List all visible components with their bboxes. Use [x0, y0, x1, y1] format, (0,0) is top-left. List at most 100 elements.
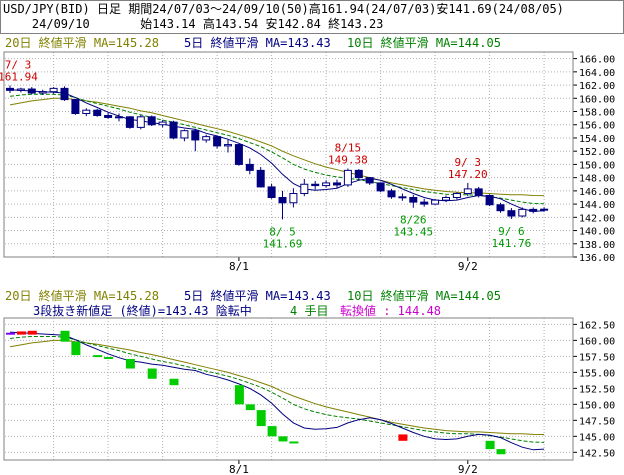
high-value: 高143.54 [202, 17, 259, 31]
candle-body [343, 169, 352, 186]
top-panel-grid [5, 52, 577, 261]
top-xtick-label: 8/1 [229, 260, 249, 273]
candle-body [431, 199, 440, 205]
three-line-block [496, 449, 506, 455]
period-high: 高161.94(24/07/03) [308, 2, 437, 16]
candle-body [365, 177, 374, 184]
top-ytick-label: 164.00 [579, 68, 615, 79]
bottom-panel-marks [6, 330, 545, 455]
top-ytick-label: 160.00 [579, 94, 615, 105]
candle-body [202, 136, 211, 141]
price-annotation: 147.20 [448, 168, 488, 181]
candle-body [93, 109, 102, 116]
three-line-block [16, 331, 26, 335]
legend-ma10: 10日 終値平滑 MA=144.05 [347, 35, 501, 50]
top-ytick-label: 144.00 [579, 200, 615, 211]
candle-body [125, 116, 134, 128]
bottom-ytick-label: 152.50 [579, 384, 615, 395]
top-ytick-label: 166.00 [579, 55, 615, 66]
candle-body [234, 144, 243, 165]
candle-body [278, 196, 287, 204]
top-ma5-line [9, 89, 545, 212]
candle-body [245, 163, 254, 171]
top-ytick-label: 138.00 [579, 240, 615, 251]
bottom-ytick-label: 162.50 [579, 320, 615, 331]
candle-body [398, 196, 407, 199]
low-value: 安142.84 [265, 17, 321, 31]
current-date: 24/09/10 [31, 17, 90, 31]
price-annotation: 7/ 3 [5, 58, 32, 71]
three-line-block [93, 355, 103, 358]
candle-body [529, 208, 538, 212]
three-line-info: 3段抜き新値足 (終値)=143.43 陰転中 [33, 303, 252, 318]
candle-body [224, 144, 232, 147]
candle-body [387, 190, 396, 198]
open-value: 始143.14 [140, 17, 196, 31]
three-line-hand: 4 手目 [290, 304, 328, 318]
candle-body [104, 114, 113, 118]
bottom-xtick-label: 8/1 [229, 463, 249, 475]
candle-body [452, 193, 461, 198]
bottom-ytick-label: 160.00 [579, 336, 615, 347]
candle-body [180, 130, 189, 139]
top-ma20-line [9, 97, 545, 197]
range-close: ) [301, 2, 309, 16]
bottom-xtick-label: 9/2 [458, 463, 478, 475]
three-line-block [278, 436, 288, 442]
top-xtick-label: 9/2 [458, 260, 478, 273]
three-line-block [27, 330, 37, 335]
three-line-block [485, 440, 495, 450]
top-ytick-label: 154.00 [579, 134, 615, 145]
candle-body [256, 169, 265, 188]
candle-body [333, 182, 341, 186]
three-line-block [398, 434, 408, 441]
candle-body [38, 91, 47, 94]
legend-ma20: 20日 終値平滑 MA=145.28 [5, 35, 159, 50]
candle-body [289, 193, 298, 204]
three-line-block [245, 404, 255, 411]
price-annotation: 9/ 3 [455, 156, 482, 169]
legend2-ma10: 10日 終値平滑 MA=144.05 [347, 288, 501, 303]
candle-body [420, 201, 429, 205]
top-ytick-label: 148.00 [579, 174, 615, 185]
three-line-block [71, 341, 81, 356]
candle-body [169, 121, 178, 139]
top-panel-frame [3, 51, 574, 258]
top-ytick-label: 152.00 [579, 147, 615, 158]
candle-body [82, 109, 91, 115]
price-annotation: 161.94 [0, 70, 38, 83]
period-type: 日足 [96, 2, 121, 16]
three-line-block [169, 378, 179, 386]
price-annotation: 8/ 5 [269, 225, 296, 238]
candle-body [518, 208, 527, 217]
candle-body [191, 130, 200, 141]
candle-body [507, 210, 516, 217]
three-line-block [267, 426, 277, 437]
candle-body [300, 183, 309, 195]
candle-body [147, 116, 156, 126]
three-line-block [60, 330, 70, 342]
close-value: 終143.23 [328, 17, 384, 31]
three-line-block [147, 368, 157, 379]
bar-count: 50 [287, 2, 302, 16]
candle-body [311, 183, 320, 187]
bottom-ma20-line [9, 339, 545, 435]
candle-body [49, 87, 58, 93]
candle-body [213, 136, 222, 147]
candle-body [376, 182, 385, 192]
header-line-1: USD/JPY(BID) 日足 期間24/07/03～24/09/10(50)高… [3, 2, 564, 17]
top-ytick-label: 142.00 [579, 213, 615, 224]
three-line-block [125, 358, 135, 369]
three-line-block [234, 385, 244, 405]
candle-body [158, 121, 167, 126]
three-line-reversal: 転換値 : 144.48 [340, 303, 441, 318]
candle-body [27, 88, 36, 94]
price-annotation: 9/ 6 [498, 225, 525, 238]
bottom-ytick-label: 157.50 [579, 352, 615, 363]
three-line-block [256, 410, 266, 427]
date-range: 期間24/07/03～24/09/10( [128, 2, 288, 16]
price-annotation: 149.38 [328, 154, 368, 167]
candle-body [540, 208, 549, 211]
bottom-ytick-label: 142.50 [579, 448, 615, 459]
bottom-panel-grid [5, 318, 577, 464]
